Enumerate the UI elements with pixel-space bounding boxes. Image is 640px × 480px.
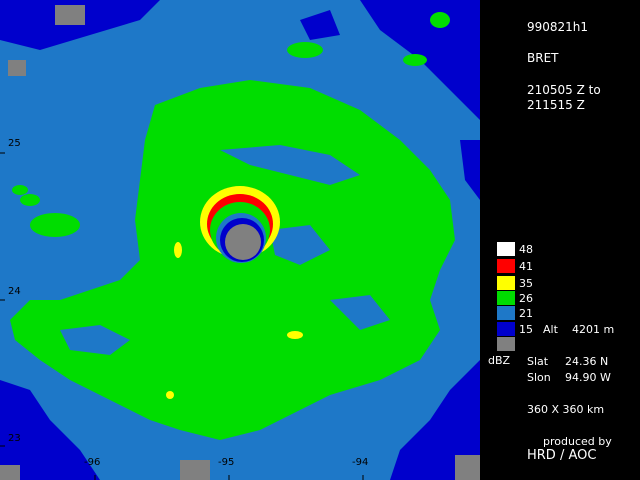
lat-label-23: 23 [8,433,21,444]
scattered-cells [12,12,450,237]
legend-label-21: 21 [519,307,533,320]
convective-cells [166,242,303,399]
legend-label-35: 35 [519,277,533,290]
legend-swatch-15 [497,322,515,336]
no-data-regions [0,5,480,480]
slat-value: 24.36 N [565,355,609,368]
time-end: 211515 Z [527,98,585,112]
radar-reflectivity-map [0,0,480,480]
legend-swatch-48 [497,242,515,256]
legend-label-48: 48 [519,243,533,256]
slon-value: 94.90 W [565,371,611,384]
storm-name: BRET [527,51,559,65]
grid-ticks [0,152,364,480]
lon-label-96: -96 [84,457,101,468]
legend-swatch-21 [497,306,515,320]
legend-unit: dBZ [488,354,511,367]
legend-label-41: 41 [519,260,533,273]
legend-label-26: 26 [519,292,533,305]
storm-eye [225,224,261,260]
legend-swatch-nodata [497,337,515,351]
lon-label-95: -95 [218,457,235,468]
info-panel: 990821h1 BRET 210505 Z to 211515 Z 48 41… [480,0,640,480]
lon-label-94: -94 [352,457,369,468]
lat-label-24: 24 [8,286,21,297]
lat-label-25: 25 [8,138,21,149]
legend-swatch-41 [497,259,515,273]
domain-size: 360 X 360 km [527,403,605,416]
rainband-gaps [60,145,390,355]
legend-swatch-26 [497,291,515,305]
legend-label-15: 15 [519,323,533,336]
alt-value: 4201 m [572,323,615,336]
credit-line2: HRD / AOC [527,448,597,463]
slon-label: Slon [527,371,551,384]
slat-label: Slat [527,355,549,368]
eyewall [200,186,280,263]
image-id: 990821h1 [527,20,589,34]
alt-label: Alt [543,323,558,336]
time-start: 210505 Z to [527,83,601,97]
legend-swatch-35 [497,276,515,290]
credit-line1: produced by [543,435,612,448]
